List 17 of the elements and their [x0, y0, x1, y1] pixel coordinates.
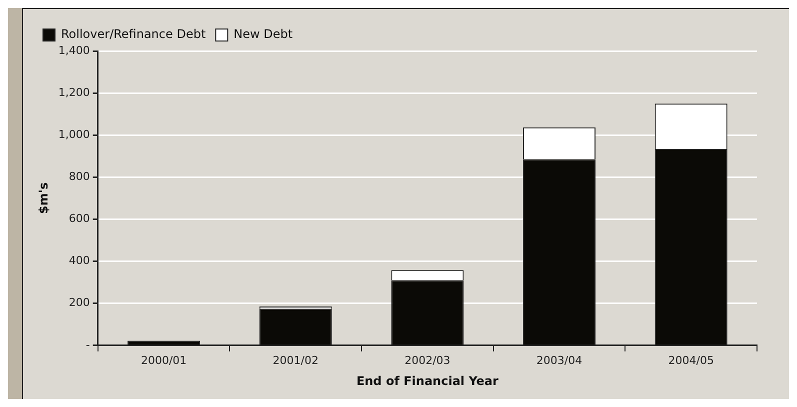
x-tick-label: 2001/02	[272, 354, 318, 367]
y-tick-label: 200	[68, 296, 90, 310]
y-tick-label: 400	[68, 254, 90, 268]
legend-label: Rollover/Refinance Debt	[61, 27, 206, 42]
y-tick-label: 600	[68, 212, 90, 226]
y-tick-label: 1,000	[58, 128, 90, 141]
y-tick-label: 800	[68, 170, 90, 184]
x-tick-label: 2000/01	[140, 354, 187, 367]
y-tick-label: 1,400	[58, 44, 90, 57]
x-tick-label: 2004/05	[668, 354, 714, 367]
x-tick-label: 2003/04	[536, 354, 582, 367]
x-axis-title: End of Financial Year	[356, 374, 499, 388]
y-tick-label: -	[86, 338, 90, 352]
y-tick-label: 1,200	[58, 86, 90, 99]
legend-label: New Debt	[234, 27, 293, 42]
y-axis-title: $m's	[36, 182, 50, 214]
x-tick-label: 2002/03	[404, 354, 450, 367]
